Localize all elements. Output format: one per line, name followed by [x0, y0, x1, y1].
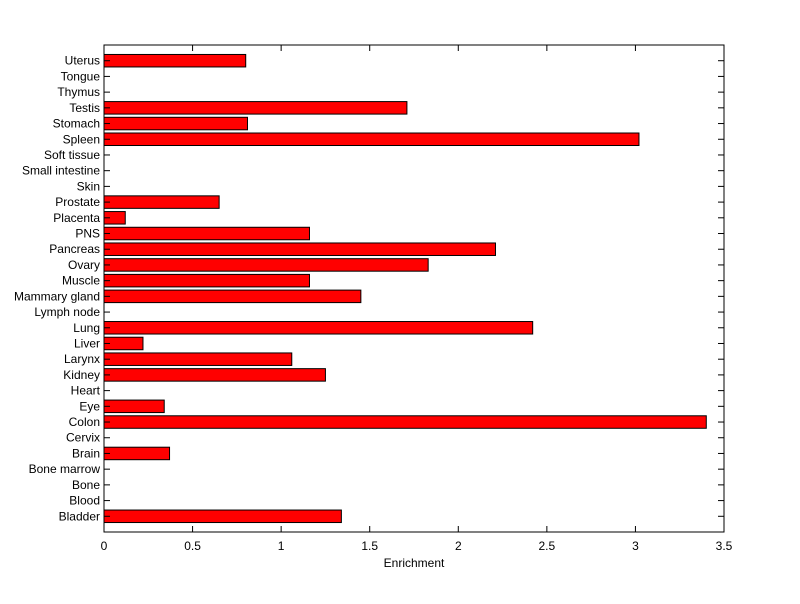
x-tick-label: 0 [101, 539, 108, 553]
y-tick-label: Heart [71, 384, 101, 398]
x-tick-label: 0.5 [184, 539, 201, 553]
y-tick-label: Stomach [53, 117, 100, 131]
y-tick-label: Mammary gland [14, 289, 100, 303]
y-tick-label: Eye [79, 399, 100, 413]
bar-testis [103, 101, 408, 115]
y-tick-label: PNS [75, 227, 100, 241]
y-tick-label: Bone [72, 478, 100, 492]
bar-bladder [103, 509, 342, 524]
y-tick-label: Skin [77, 179, 100, 193]
y-tick-label: Kidney [63, 368, 100, 382]
bar-ovary [103, 258, 429, 272]
bar-spleen [103, 132, 640, 147]
y-tick-label: Blood [69, 494, 100, 508]
bar-pancreas [103, 242, 496, 256]
x-axis-label: Enrichment [384, 556, 445, 570]
x-tick-label: 1.5 [361, 539, 378, 553]
y-tick-label: Soft tissue [44, 148, 100, 162]
bar-eye [103, 399, 165, 414]
bar-muscle [103, 273, 310, 288]
x-tick-label: 2.5 [539, 539, 556, 553]
x-tick-label: 3.5 [716, 539, 733, 553]
x-tick-label: 2 [455, 539, 462, 553]
y-tick-label: Pancreas [49, 242, 100, 256]
y-tick-label: Muscle [62, 274, 100, 288]
y-tick-label: Colon [69, 415, 100, 429]
bar-kidney [103, 368, 326, 382]
y-tick-label: Ovary [68, 258, 100, 272]
bar-prostate [103, 195, 220, 209]
bar-uterus [103, 53, 247, 68]
y-tick-label: Uterus [65, 54, 100, 68]
bar-stomach [103, 116, 248, 131]
x-tick-label: 1 [278, 539, 285, 553]
bar-lung [103, 321, 534, 335]
y-tick-label: Tongue [61, 69, 101, 83]
y-tick-label: Spleen [63, 132, 100, 146]
y-tick-label: Bone marrow [29, 462, 101, 476]
y-tick-label: Prostate [55, 195, 100, 209]
bar-colon [103, 415, 707, 429]
y-tick-label: Liver [74, 336, 100, 350]
y-tick-label: Lymph node [34, 305, 100, 319]
bar-mammary-gland [103, 289, 362, 304]
bar-pns [103, 226, 310, 241]
y-tick-label: Cervix [66, 431, 100, 445]
bar-larynx [103, 352, 293, 366]
bar-brain [103, 446, 171, 461]
y-tick-label: Thymus [57, 85, 100, 99]
x-tick-label: 3 [632, 539, 639, 553]
y-tick-label: Bladder [59, 509, 100, 523]
y-tick-label: Placenta [53, 211, 100, 225]
y-tick-label: Larynx [64, 352, 100, 366]
y-tick-label: Lung [73, 321, 100, 335]
y-tick-label: Brain [72, 446, 100, 460]
y-tick-label: Testis [69, 101, 100, 115]
y-tick-label: Small intestine [22, 164, 100, 178]
